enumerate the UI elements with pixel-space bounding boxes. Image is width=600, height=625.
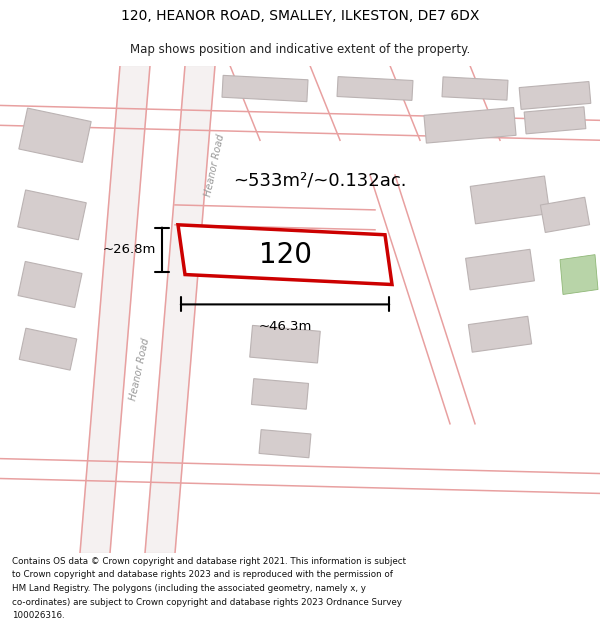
Polygon shape bbox=[560, 254, 598, 294]
Text: co-ordinates) are subject to Crown copyright and database rights 2023 Ordnance S: co-ordinates) are subject to Crown copyr… bbox=[12, 598, 402, 607]
Polygon shape bbox=[442, 77, 508, 100]
Text: 120, HEANOR ROAD, SMALLEY, ILKESTON, DE7 6DX: 120, HEANOR ROAD, SMALLEY, ILKESTON, DE7… bbox=[121, 9, 479, 23]
Text: 120: 120 bbox=[259, 241, 311, 269]
Polygon shape bbox=[80, 66, 150, 553]
Polygon shape bbox=[424, 107, 516, 143]
Polygon shape bbox=[337, 77, 413, 101]
Polygon shape bbox=[259, 429, 311, 458]
Polygon shape bbox=[251, 379, 308, 409]
Polygon shape bbox=[466, 249, 535, 290]
Text: Heanor Road: Heanor Road bbox=[128, 337, 152, 401]
Text: Contains OS data © Crown copyright and database right 2021. This information is : Contains OS data © Crown copyright and d… bbox=[12, 557, 406, 566]
Polygon shape bbox=[470, 176, 550, 224]
Polygon shape bbox=[145, 66, 215, 553]
Text: 100026316.: 100026316. bbox=[12, 611, 65, 621]
Polygon shape bbox=[519, 81, 591, 109]
Polygon shape bbox=[524, 107, 586, 134]
Polygon shape bbox=[178, 225, 392, 284]
Polygon shape bbox=[222, 76, 308, 102]
Polygon shape bbox=[18, 261, 82, 308]
Polygon shape bbox=[469, 316, 532, 352]
Polygon shape bbox=[19, 328, 77, 370]
Text: to Crown copyright and database rights 2023 and is reproduced with the permissio: to Crown copyright and database rights 2… bbox=[12, 571, 393, 579]
Text: ~46.3m: ~46.3m bbox=[259, 321, 311, 333]
Text: ~26.8m: ~26.8m bbox=[103, 243, 156, 256]
Polygon shape bbox=[250, 326, 320, 363]
Polygon shape bbox=[19, 108, 91, 162]
Text: Map shows position and indicative extent of the property.: Map shows position and indicative extent… bbox=[130, 42, 470, 56]
Polygon shape bbox=[18, 190, 86, 240]
Polygon shape bbox=[541, 198, 590, 232]
Text: Heanor Road: Heanor Road bbox=[203, 133, 227, 198]
Text: HM Land Registry. The polygons (including the associated geometry, namely x, y: HM Land Registry. The polygons (includin… bbox=[12, 584, 366, 593]
Text: ~533m²/~0.132ac.: ~533m²/~0.132ac. bbox=[233, 171, 407, 189]
